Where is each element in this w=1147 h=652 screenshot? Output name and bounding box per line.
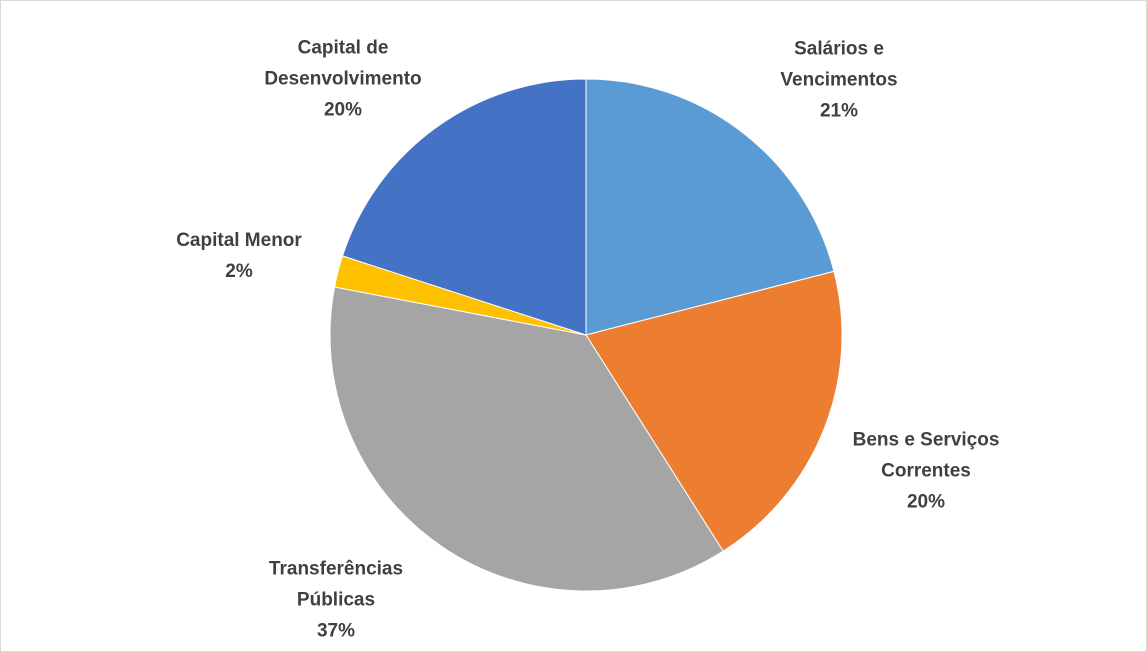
value-label: 37% bbox=[316, 620, 356, 642]
value-label: 2% bbox=[225, 261, 253, 282]
value-label: 20% bbox=[906, 491, 946, 513]
slice-label: Bens e Serviços Correntes 20% bbox=[836, 425, 1016, 518]
category-label: Salários e Vencimentos bbox=[780, 38, 898, 91]
value-label: 21% bbox=[819, 100, 859, 122]
category-label: Capital Menor bbox=[176, 230, 302, 251]
pie-slice bbox=[585, 78, 835, 336]
pie-slice bbox=[329, 286, 724, 592]
value-label: 20% bbox=[323, 99, 363, 121]
slice-label: Transferências Públicas 37% bbox=[251, 554, 421, 647]
slice-label: Salários e Vencimentos 21% bbox=[764, 34, 914, 127]
category-label: Transferências Públicas bbox=[268, 558, 404, 611]
category-label: Capital de Desenvolvimento bbox=[264, 37, 422, 90]
slice-label: Capital de Desenvolvimento 20% bbox=[253, 33, 433, 126]
pie-slice bbox=[341, 78, 587, 336]
category-label: Bens e Serviços Correntes bbox=[852, 429, 1000, 482]
slice-label: Capital Menor 2% bbox=[144, 225, 334, 287]
pie-slice bbox=[585, 270, 843, 552]
